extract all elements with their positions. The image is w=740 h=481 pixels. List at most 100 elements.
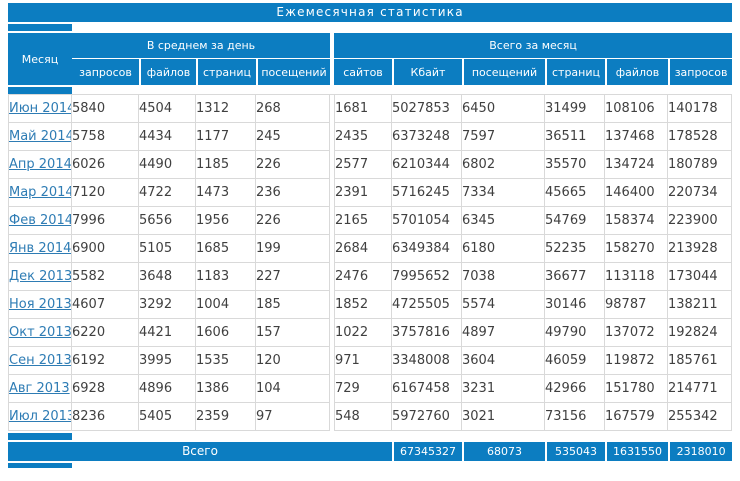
month-cell: Мар 2014 [8, 179, 72, 207]
value-cell: 1956 [196, 207, 256, 235]
total-pages: 535043 [545, 442, 605, 461]
value-cell: 46059 [545, 347, 605, 375]
value-cell: 5105 [139, 235, 196, 263]
value-cell: 5027853 [392, 95, 462, 123]
value-cell: 7038 [462, 263, 545, 291]
month-link[interactable]: Ноя 2013 [9, 297, 72, 312]
month-link[interactable]: Сен 2013 [9, 353, 72, 368]
value-cell: 3757816 [392, 319, 462, 347]
value-cell: 4421 [139, 319, 196, 347]
value-cell: 1312 [196, 95, 256, 123]
value-cell: 6802 [462, 151, 545, 179]
value-cell: 7995652 [392, 263, 462, 291]
value-cell: 113118 [605, 263, 668, 291]
month-link[interactable]: Июн 2014 [9, 101, 72, 116]
group-spacer [330, 375, 334, 403]
left-strip [8, 463, 72, 468]
col-header-visits: посещений [462, 59, 545, 85]
value-cell: 227 [256, 263, 330, 291]
month-link[interactable]: Авг 2013 [9, 381, 70, 396]
value-cell: 5701054 [392, 207, 462, 235]
month-link[interactable]: Май 2014 [9, 129, 72, 144]
group-spacer [330, 403, 334, 431]
value-cell: 1185 [196, 151, 256, 179]
value-cell: 220734 [668, 179, 733, 207]
value-cell: 236 [256, 179, 330, 207]
value-cell: 3348008 [392, 347, 462, 375]
value-cell: 178528 [668, 123, 733, 151]
value-cell: 6167458 [392, 375, 462, 403]
value-cell: 151780 [605, 375, 668, 403]
month-link[interactable]: Янв 2014 [9, 241, 72, 256]
month-cell: Фев 2014 [8, 207, 72, 235]
col-header-kbytes: Кбайт [392, 59, 462, 85]
value-cell: 192824 [668, 319, 733, 347]
value-cell: 1386 [196, 375, 256, 403]
value-cell: 3231 [462, 375, 545, 403]
month-cell: Дек 2013 [8, 263, 72, 291]
group-spacer [330, 123, 334, 151]
value-cell: 185 [256, 291, 330, 319]
value-cell: 35570 [545, 151, 605, 179]
value-cell: 157 [256, 319, 330, 347]
month-cell: Янв 2014 [8, 235, 72, 263]
table-row: Апр 2014 6026 4490 1185 226 2577 6210344 6802 35… [8, 151, 733, 179]
value-cell: 2435 [334, 123, 392, 151]
group-spacer [330, 319, 334, 347]
value-cell: 2391 [334, 179, 392, 207]
spacer [72, 24, 732, 31]
col-header-avg-hits: запросов [72, 59, 139, 85]
value-cell: 4722 [139, 179, 196, 207]
group-spacer [330, 263, 334, 291]
table-row: Окт 2013 6220 4421 1606 157 1022 3757816 4897 49… [8, 319, 733, 347]
month-link[interactable]: Дек 2013 [9, 269, 72, 284]
month-link[interactable]: Окт 2013 [9, 325, 72, 340]
table-row: Фев 2014 7996 5656 1956 226 2165 5701054 6345 54… [8, 207, 733, 235]
value-cell: 6349384 [392, 235, 462, 263]
value-cell: 2359 [196, 403, 256, 431]
value-cell: 42966 [545, 375, 605, 403]
group-spacer [330, 207, 334, 235]
month-cell: Июн 2014 [8, 95, 72, 123]
table-row: Июн 2014 5840 4504 1312 268 1681 5027853 6450 31… [8, 95, 733, 123]
value-cell: 6345 [462, 207, 545, 235]
value-cell: 1852 [334, 291, 392, 319]
col-header-avg-files: файлов [139, 59, 196, 85]
value-cell: 214771 [668, 375, 733, 403]
month-cell: Окт 2013 [8, 319, 72, 347]
month-cell: Авг 2013 [8, 375, 72, 403]
value-cell: 3021 [462, 403, 545, 431]
value-cell: 1681 [334, 95, 392, 123]
value-cell: 971 [334, 347, 392, 375]
value-cell: 98787 [605, 291, 668, 319]
value-cell: 6192 [72, 347, 139, 375]
value-cell: 120 [256, 347, 330, 375]
spacer [72, 87, 733, 95]
value-cell: 7996 [72, 207, 139, 235]
table-row: Мар 2014 7120 4722 1473 236 2391 5716245 7334 45… [8, 179, 733, 207]
value-cell: 119872 [605, 347, 668, 375]
value-cell: 3604 [462, 347, 545, 375]
value-cell: 1473 [196, 179, 256, 207]
value-cell: 52235 [545, 235, 605, 263]
value-cell: 5656 [139, 207, 196, 235]
table-row: Июл 2013 8236 5405 2359 97 548 5972760 3021 7315… [8, 403, 733, 431]
value-cell: 45665 [545, 179, 605, 207]
group-spacer [330, 347, 334, 375]
value-cell: 199 [256, 235, 330, 263]
month-link[interactable]: Фев 2014 [9, 213, 72, 228]
value-cell: 104 [256, 375, 330, 403]
month-link[interactable]: Мар 2014 [9, 185, 72, 200]
value-cell: 255342 [668, 403, 733, 431]
month-cell: Апр 2014 [8, 151, 72, 179]
month-link[interactable]: Апр 2014 [9, 157, 72, 172]
month-link[interactable]: Июл 2013 [9, 409, 72, 424]
value-cell: 1535 [196, 347, 256, 375]
value-cell: 226 [256, 151, 330, 179]
value-cell: 140178 [668, 95, 733, 123]
value-cell: 1177 [196, 123, 256, 151]
value-cell: 3995 [139, 347, 196, 375]
value-cell: 138211 [668, 291, 733, 319]
value-cell: 7597 [462, 123, 545, 151]
value-cell: 6220 [72, 319, 139, 347]
